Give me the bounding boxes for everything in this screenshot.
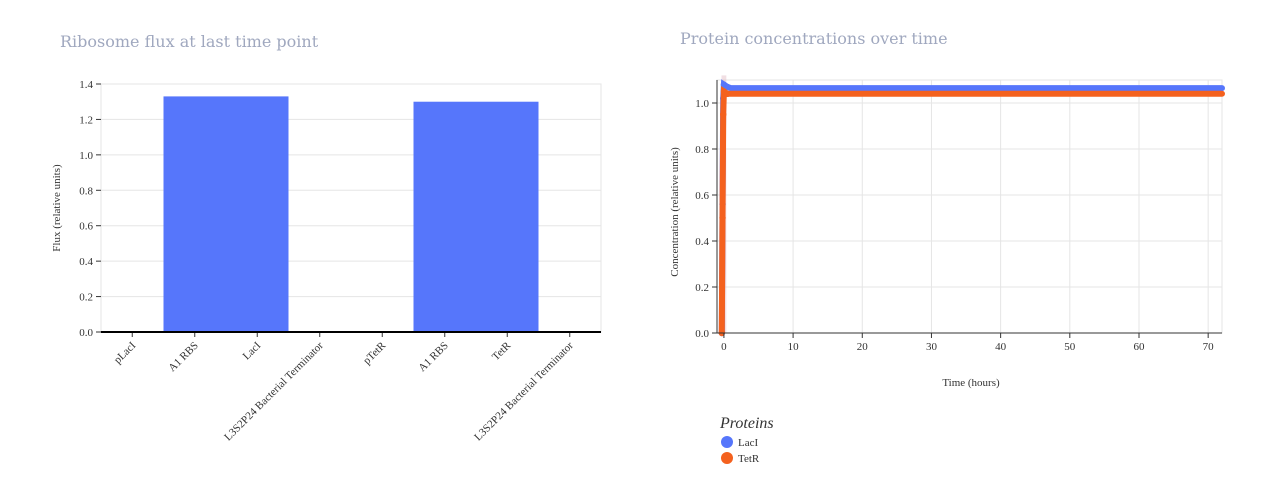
y-tick-label: 0.4 [695,236,709,248]
protein-concentration-panel: Protein concentrations over time 0.0 0.2 0… [640,0,1287,480]
x-tick-label: A1 RBS [166,340,201,375]
y-tick-label: 0.6 [695,190,709,202]
y-tick-label: 0.2 [79,292,93,304]
ribosome-flux-chart: Ribosome flux at last time point 0.0 0.2 0… [51,32,602,443]
y-tick-label: 1.0 [695,98,709,110]
protein-concentration-chart: Protein concentrations over time 0.0 0.2 0… [669,29,1225,465]
y-axis-label: Flux (relative units) [51,164,63,252]
data-point-tetr [719,214,726,222]
x-tick-label: LacI [241,339,264,362]
y-tick-label: 0.8 [695,144,709,156]
x-tick-label: pLacI [112,339,139,366]
legend-entry: TetR [738,453,760,465]
x-tick-label: 70 [1203,341,1215,353]
x-tick-label: TetR [490,339,514,363]
y-tick-label: 0.2 [695,282,709,294]
data-point-tetr [724,90,731,98]
x-tick-label: 0 [721,341,727,353]
y-tick-label: 0.4 [79,256,93,268]
y-tick-label: 0.0 [79,327,93,339]
x-tick-label: 60 [1133,341,1145,353]
ribosome-flux-panel: Ribosome flux at last time point 0.0 0.2 0… [0,0,640,480]
x-tick-label: 30 [926,341,938,353]
bar [413,101,476,332]
legend-swatch [721,436,733,448]
data-point-laci [724,83,731,91]
chart-title: Protein concentrations over time [680,29,948,48]
x-axis-label: Time (hours) [942,377,1000,389]
x-tick-label: 20 [857,341,869,353]
x-tick-label: 50 [1064,341,1076,353]
x-tick-label: 40 [995,341,1007,353]
bar [476,101,539,332]
y-tick-label: 0.0 [695,328,709,340]
y-tick-label: 1.0 [79,150,93,162]
y-tick-label: 1.2 [79,114,93,126]
y-tick-label: 1.4 [79,79,93,91]
bar [163,96,226,333]
x-tick-label: pTetR [361,339,389,367]
legend: Proteins LacI TetR [719,415,774,465]
data-point-tetr [720,111,727,118]
chart-title: Ribosome flux at last time point [60,32,319,51]
x-tick-label: L3S2P24 Bacterial Terminator [222,339,326,443]
y-tick-label: 0.6 [79,221,93,233]
legend-entry: LacI [738,437,758,449]
y-axis-label: Concentration (relative units) [669,147,681,277]
series-line-laci [718,79,1225,336]
y-tick-label: 0.8 [79,185,93,197]
x-tick-label: A1 RBS [416,340,451,375]
legend-swatch [721,452,733,464]
x-tick-label: 10 [788,341,800,353]
x-tick-label: L3S2P24 Bacterial Terminator [472,339,576,443]
bar [226,96,289,333]
series-line-tetr [718,86,1225,336]
legend-title: Proteins [719,415,774,432]
